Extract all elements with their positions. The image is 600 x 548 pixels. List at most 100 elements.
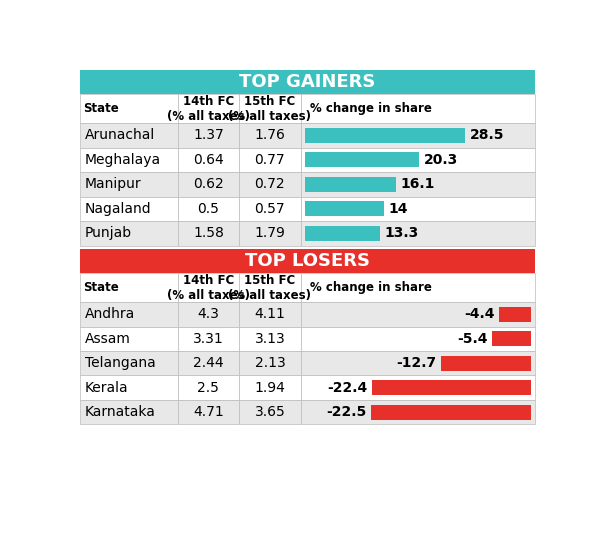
Bar [80, 400, 178, 425]
Text: 14: 14 [388, 202, 408, 216]
Text: Telangana: Telangana [85, 356, 155, 370]
Text: 0.64: 0.64 [193, 153, 224, 167]
Bar [301, 327, 535, 351]
Bar [80, 327, 178, 351]
Bar [239, 221, 301, 246]
Text: 16.1: 16.1 [400, 178, 434, 191]
Text: 4.3: 4.3 [197, 307, 220, 321]
Text: 20.3: 20.3 [424, 153, 458, 167]
Bar [80, 147, 178, 172]
Bar [372, 380, 530, 395]
Text: TOP LOSERS: TOP LOSERS [245, 252, 370, 270]
Text: Arunachal: Arunachal [85, 128, 155, 142]
Bar [305, 226, 380, 241]
Bar [178, 351, 239, 375]
Bar [305, 177, 395, 192]
Text: 13.3: 13.3 [385, 226, 419, 240]
Bar [178, 123, 239, 147]
Text: State: State [83, 102, 119, 115]
Bar [80, 375, 178, 400]
Bar [239, 123, 301, 147]
Bar [80, 302, 178, 327]
Bar [301, 351, 535, 375]
Text: Nagaland: Nagaland [85, 202, 151, 216]
Bar [178, 221, 239, 246]
Bar [80, 94, 178, 123]
Text: Kerala: Kerala [85, 381, 128, 395]
Bar [301, 94, 535, 123]
Bar [493, 331, 530, 346]
Text: 14th FC
(% all taxes): 14th FC (% all taxes) [167, 95, 250, 123]
Bar [239, 351, 301, 375]
Text: % change in share: % change in share [310, 281, 432, 294]
Text: 0.72: 0.72 [254, 178, 285, 191]
Bar [178, 327, 239, 351]
Bar [80, 123, 178, 147]
Bar [239, 400, 301, 425]
Text: 15th FC
(% all taxes): 15th FC (% all taxes) [229, 95, 311, 123]
Bar [301, 172, 535, 197]
Text: 0.77: 0.77 [254, 153, 285, 167]
Bar [239, 273, 301, 302]
Bar [80, 70, 535, 94]
Text: 14th FC
(% all taxes): 14th FC (% all taxes) [167, 273, 250, 302]
Text: TOP GAINERS: TOP GAINERS [239, 73, 376, 91]
Bar [301, 123, 535, 147]
Text: State: State [83, 281, 119, 294]
Text: Meghalaya: Meghalaya [85, 153, 161, 167]
Text: Punjab: Punjab [85, 226, 131, 240]
Text: Andhra: Andhra [85, 307, 135, 321]
Text: 3.65: 3.65 [254, 405, 285, 419]
Bar [178, 302, 239, 327]
Bar [301, 302, 535, 327]
Text: 3.13: 3.13 [254, 332, 285, 346]
Bar [178, 197, 239, 221]
Bar [239, 172, 301, 197]
Text: 0.62: 0.62 [193, 178, 224, 191]
Text: 1.76: 1.76 [254, 128, 286, 142]
Text: 15th FC
(% all taxes): 15th FC (% all taxes) [229, 273, 311, 302]
Bar [239, 302, 301, 327]
Text: % change in share: % change in share [310, 102, 432, 115]
Text: 1.37: 1.37 [193, 128, 224, 142]
Bar [301, 273, 535, 302]
Text: 1.79: 1.79 [254, 226, 286, 240]
Bar [301, 400, 535, 425]
Bar [178, 273, 239, 302]
Bar [178, 400, 239, 425]
Text: -12.7: -12.7 [396, 356, 436, 370]
Bar [239, 327, 301, 351]
Bar [80, 273, 178, 302]
Text: 4.71: 4.71 [193, 405, 224, 419]
Text: 3.31: 3.31 [193, 332, 224, 346]
Bar [440, 356, 530, 371]
Text: Manipur: Manipur [85, 178, 141, 191]
Bar [301, 221, 535, 246]
Bar [239, 94, 301, 123]
Bar [239, 375, 301, 400]
Bar [178, 172, 239, 197]
Bar [80, 172, 178, 197]
Bar [499, 307, 530, 322]
Bar [80, 351, 178, 375]
Text: Karnataka: Karnataka [85, 405, 155, 419]
Bar [80, 249, 535, 273]
Bar [239, 147, 301, 172]
Text: 0.5: 0.5 [197, 202, 220, 216]
Bar [178, 94, 239, 123]
Text: Assam: Assam [85, 332, 130, 346]
Bar [371, 404, 530, 420]
Bar [301, 375, 535, 400]
Bar [80, 221, 178, 246]
Text: -22.4: -22.4 [327, 381, 367, 395]
Bar [305, 152, 419, 168]
Text: 1.94: 1.94 [254, 381, 286, 395]
Bar [80, 197, 178, 221]
Text: 28.5: 28.5 [470, 128, 504, 142]
Text: 0.57: 0.57 [254, 202, 285, 216]
Bar [301, 147, 535, 172]
Bar [178, 375, 239, 400]
Text: 2.13: 2.13 [254, 356, 285, 370]
Text: -5.4: -5.4 [457, 332, 488, 346]
Bar [305, 128, 465, 143]
